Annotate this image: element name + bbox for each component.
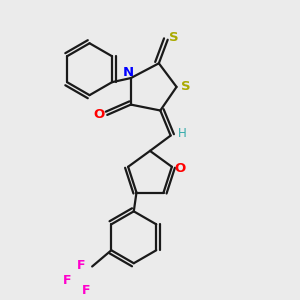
Text: F: F	[63, 274, 71, 286]
Text: N: N	[123, 66, 134, 79]
Text: F: F	[76, 259, 85, 272]
Text: F: F	[82, 284, 91, 298]
Text: O: O	[93, 107, 105, 121]
Text: S: S	[181, 80, 190, 93]
Text: S: S	[169, 31, 178, 44]
Text: O: O	[175, 162, 186, 175]
Text: H: H	[178, 127, 187, 140]
